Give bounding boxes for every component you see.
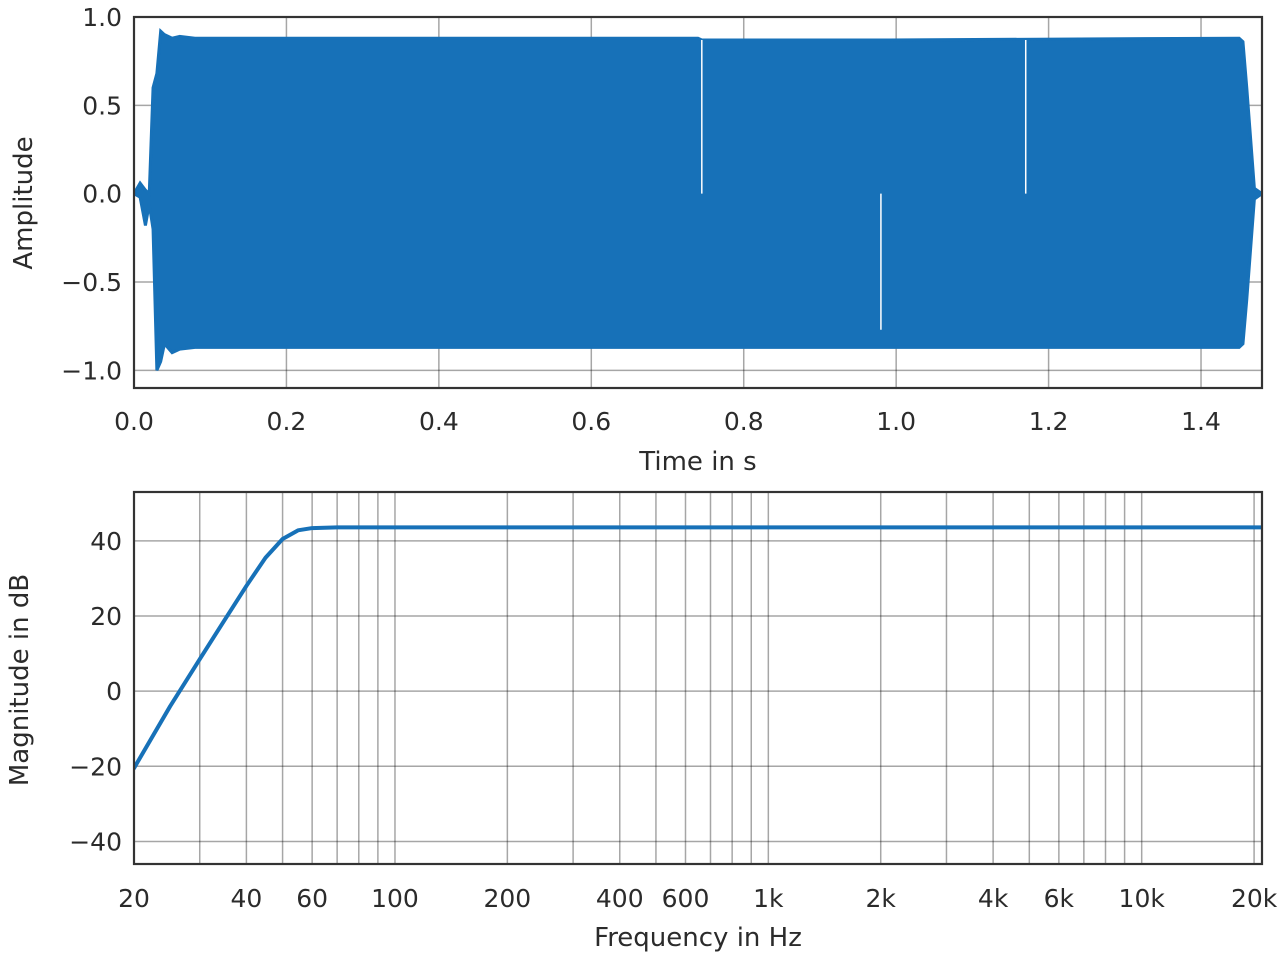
x-tick-label: 0.0 (114, 407, 154, 436)
x-tick-label: 40 (230, 884, 262, 913)
magnitude-response-chart: 20 40 60 100 200 400 600 1k 2k 4k 6k 10k 20k40200−20… (5, 490, 1278, 953)
y-axis-label: Magnitude in dB (5, 574, 35, 786)
plot-area (134, 27, 1262, 371)
y-tick-label: 0.0 (82, 180, 122, 209)
plot-area (134, 525, 1262, 771)
time-signal-chart: 0.0 0.2 0.4 0.6 0.8 1.0 1.2 1.4 1.0 0.5 0.0 −0.5 −1.… (9, 3, 1264, 477)
x-tick-label: 200 (484, 884, 532, 913)
y-tick-label: −0.5 (61, 268, 122, 297)
x-tick-label: 600 (662, 884, 710, 913)
y-tick-label: 1.0 (82, 3, 122, 32)
x-tick-label: 4k (978, 884, 1009, 913)
x-tick-label: 1.2 (1029, 407, 1069, 436)
series-line (134, 525, 1262, 771)
y-axis-label: Amplitude (9, 136, 39, 269)
x-axis-label: Time in s (638, 447, 756, 477)
x-tick-label: 100 (371, 884, 419, 913)
x-axis-label: Frequency in Hz (594, 923, 802, 953)
x-tick-label: 20k (1231, 884, 1278, 913)
x-tick-label: 1.4 (1181, 407, 1221, 436)
x-tick-label: 0.8 (724, 407, 764, 436)
x-tick-label: 1k (753, 884, 784, 913)
y-tick-label: −40 (69, 827, 122, 856)
x-tick-label: 0.6 (571, 407, 611, 436)
x-tick-label: 6k (1044, 884, 1075, 913)
x-tick-label: 0.4 (419, 407, 459, 436)
axes-frame (132, 490, 1264, 866)
y-tick-label: −20 (69, 752, 122, 781)
x-tick-label: 0.2 (267, 407, 307, 436)
x-tick-label: 2k (866, 884, 897, 913)
x-tick-label: 1.0 (876, 407, 916, 436)
y-tick-label: −1.0 (61, 356, 122, 385)
x-tick-label: 10k (1119, 884, 1166, 913)
x-tick-label: 60 (296, 884, 328, 913)
waveform-lower-envelope (134, 192, 1262, 371)
waveform-upper-envelope (134, 27, 1262, 198)
waveform-fill (134, 31, 1262, 370)
axes-frame (132, 15, 1264, 390)
grid (133, 492, 1262, 864)
y-tick-label: 20 (90, 602, 122, 631)
y-tick-label: 0.5 (82, 91, 122, 120)
y-tick-label: 0 (106, 677, 122, 706)
x-tick-label: 20 (118, 884, 150, 913)
x-tick-label: 400 (596, 884, 644, 913)
y-tick-label: 40 (90, 527, 122, 556)
